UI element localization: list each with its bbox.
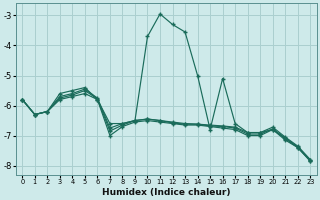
X-axis label: Humidex (Indice chaleur): Humidex (Indice chaleur): [102, 188, 230, 197]
